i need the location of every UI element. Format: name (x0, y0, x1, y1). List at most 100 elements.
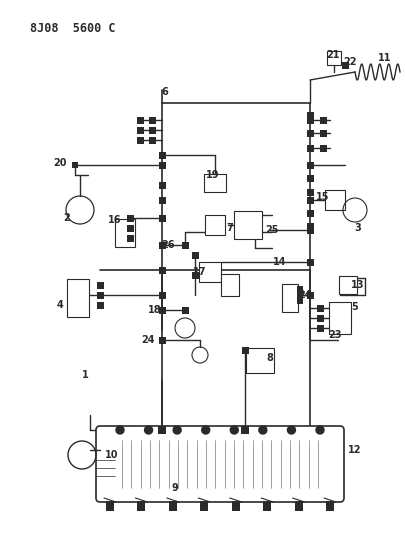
Bar (294, 501, 303, 511)
Circle shape (116, 426, 124, 434)
Bar (307, 259, 313, 265)
Circle shape (316, 426, 324, 434)
Bar (115, 219, 135, 247)
Text: 24: 24 (141, 335, 155, 345)
Bar (149, 136, 156, 143)
Bar (158, 241, 166, 248)
Bar (307, 144, 313, 151)
Bar (126, 224, 134, 231)
Text: 19: 19 (206, 170, 220, 180)
Text: 11: 11 (378, 53, 392, 63)
Bar (327, 51, 341, 65)
Text: 13: 13 (351, 280, 365, 290)
Bar (326, 501, 334, 511)
Text: 24: 24 (298, 290, 312, 300)
FancyBboxPatch shape (96, 426, 344, 502)
Bar (282, 284, 298, 312)
Text: 25: 25 (265, 225, 279, 235)
Text: 8: 8 (266, 353, 273, 363)
Bar (158, 292, 166, 298)
Bar (329, 302, 351, 334)
Bar (232, 501, 240, 511)
Bar (158, 197, 166, 204)
Bar (246, 348, 274, 373)
Text: 8J08  5600 C: 8J08 5600 C (30, 22, 115, 35)
Bar (307, 189, 313, 196)
Bar (158, 182, 166, 189)
Bar (158, 161, 166, 168)
Bar (199, 262, 221, 282)
Bar (307, 174, 313, 182)
Bar (307, 222, 313, 230)
Bar (320, 117, 326, 124)
Text: 16: 16 (108, 215, 122, 225)
Bar (221, 274, 239, 296)
Bar (307, 130, 313, 136)
Bar (307, 117, 313, 124)
Bar (96, 292, 104, 298)
Text: 21: 21 (326, 50, 340, 60)
Bar (241, 346, 249, 353)
Bar (136, 126, 143, 133)
Bar (158, 151, 166, 158)
Text: 6: 6 (162, 87, 168, 97)
Bar (297, 292, 303, 298)
Bar (297, 286, 303, 292)
Bar (320, 144, 326, 151)
Bar (200, 501, 208, 511)
Text: 22: 22 (343, 57, 357, 67)
Bar (72, 162, 78, 168)
Bar (263, 501, 271, 511)
Text: 12: 12 (348, 445, 362, 455)
Bar (316, 304, 324, 311)
Bar (149, 117, 156, 124)
Text: 17: 17 (193, 267, 207, 277)
Bar (241, 426, 249, 434)
Bar (106, 501, 114, 511)
Bar (67, 279, 89, 317)
Bar (316, 314, 324, 321)
Bar (307, 209, 313, 216)
Text: 4: 4 (57, 300, 63, 310)
Text: 23: 23 (328, 330, 342, 340)
Bar (158, 426, 166, 434)
Bar (96, 302, 104, 309)
Text: 20: 20 (53, 158, 67, 168)
Bar (96, 281, 104, 288)
Bar (158, 306, 166, 313)
Bar (307, 292, 313, 298)
Circle shape (202, 426, 210, 434)
Text: 18: 18 (148, 305, 162, 315)
Text: 9: 9 (172, 483, 178, 493)
Circle shape (230, 426, 238, 434)
Bar (158, 161, 166, 168)
Bar (234, 211, 262, 239)
Bar (325, 190, 345, 210)
Bar (158, 266, 166, 273)
Text: 1: 1 (82, 370, 88, 380)
Bar (205, 215, 225, 235)
Bar (181, 306, 188, 313)
Bar (341, 61, 348, 69)
Bar (307, 197, 313, 204)
Text: 26: 26 (161, 240, 175, 250)
Bar (339, 276, 357, 294)
Text: 7: 7 (227, 223, 233, 233)
Text: 3: 3 (355, 223, 361, 233)
Circle shape (288, 426, 295, 434)
Bar (192, 252, 198, 259)
Bar (307, 227, 313, 233)
Bar (158, 336, 166, 343)
Bar (307, 161, 313, 168)
Text: 5: 5 (352, 302, 358, 312)
Bar (320, 130, 326, 136)
Circle shape (173, 426, 181, 434)
Circle shape (145, 426, 153, 434)
Bar (158, 214, 166, 222)
Bar (126, 214, 134, 222)
Bar (136, 117, 143, 124)
Bar (126, 235, 134, 241)
Bar (192, 271, 198, 279)
Bar (307, 111, 313, 118)
Bar (169, 501, 177, 511)
